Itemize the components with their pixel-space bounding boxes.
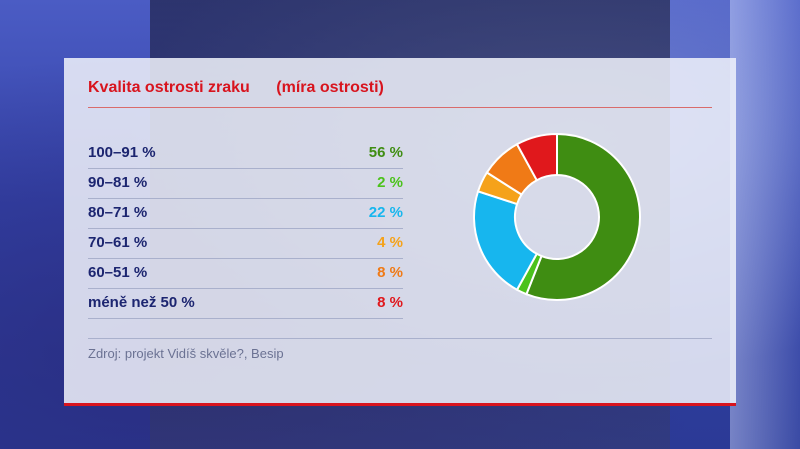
value-label: 22 % (368, 204, 403, 221)
chart-title: Kvalita ostrosti zraku (88, 79, 250, 96)
category-label: 100–91 % (88, 144, 156, 161)
legend-row: méně než 50 % 8 % (88, 290, 403, 319)
category-label: 90–81 % (88, 174, 148, 191)
legend-row: 80–71 % 22 % (88, 200, 403, 229)
legend-row: 60–51 % 8 % (88, 260, 403, 289)
legend-row: 100–91 % 56 % (88, 140, 403, 169)
chart-subtitle: (míra ostrosti) (276, 79, 384, 96)
category-label: 80–71 % (88, 204, 148, 221)
infographic-card: Kvalita ostrosti zraku (míra ostrosti) 1… (64, 58, 736, 406)
donut-slice (473, 190, 539, 292)
value-label: 4 % (377, 234, 403, 251)
donut-slice (525, 132, 641, 301)
category-label: 70–61 % (88, 234, 148, 251)
donut-chart (473, 132, 641, 301)
legend-table: 100–91 % 56 % 90–81 % 2 % 80–71 % 22 % 7… (88, 140, 403, 320)
background-highlight (730, 0, 800, 449)
chart-title-row: Kvalita ostrosti zraku (míra ostrosti) (88, 79, 712, 108)
divider (88, 338, 712, 339)
value-label: 8 % (377, 264, 403, 281)
value-label: 2 % (377, 174, 403, 191)
category-label: méně než 50 % (88, 294, 195, 311)
value-label: 56 % (368, 144, 403, 161)
category-label: 60–51 % (88, 264, 148, 281)
donut-slice (515, 132, 558, 182)
source-note: Zdroj: projekt Vidíš skvěle?, Besip (88, 346, 284, 361)
value-label: 8 % (377, 294, 403, 311)
legend-row: 70–61 % 4 % (88, 230, 403, 259)
legend-row: 90–81 % 2 % (88, 170, 403, 199)
